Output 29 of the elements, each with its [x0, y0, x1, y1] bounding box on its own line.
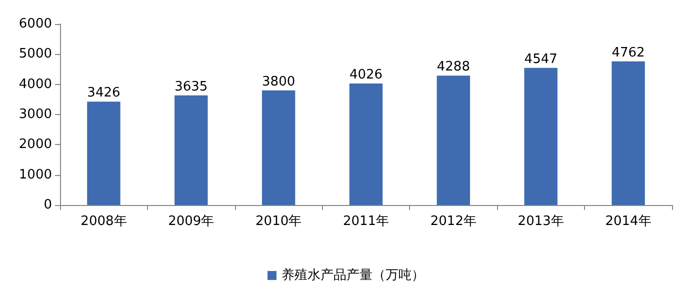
y-tick-label: 6000 — [18, 16, 52, 32]
data-label: 4288 — [436, 60, 470, 75]
x-tick-label: 2011年 — [342, 214, 390, 229]
bar — [174, 95, 208, 205]
data-label: 4026 — [349, 68, 383, 83]
data-label: 3800 — [262, 74, 296, 90]
data-label: 4762 — [612, 45, 645, 60]
bar — [87, 102, 120, 205]
bar — [349, 84, 383, 205]
bar — [436, 76, 470, 205]
x-tick-label: 2010年 — [256, 214, 302, 229]
bar — [612, 61, 645, 205]
x-tick-label: 2008年 — [80, 214, 127, 229]
x-tick-label: 2014年 — [605, 214, 652, 229]
y-tick-label: 3000 — [18, 107, 52, 122]
y-tick-label: 4000 — [18, 76, 52, 92]
data-label: 3635 — [174, 79, 208, 94]
x-tick-label: 2012年 — [430, 214, 476, 229]
data-label: 4547 — [524, 52, 558, 67]
bar — [524, 68, 558, 205]
y-tick-label: 5000 — [18, 46, 52, 62]
x-tick-label: 2013年 — [518, 214, 564, 229]
data-label: 3426 — [87, 86, 120, 101]
bar — [262, 90, 296, 205]
x-tick-label: 2009年 — [168, 214, 214, 229]
legend-label: 养殖水产品产量（万吨） — [282, 267, 424, 283]
y-tick-label: 0 — [44, 198, 52, 212]
y-tick-label: 2000 — [18, 137, 52, 152]
y-tick-label: 1000 — [18, 167, 52, 182]
